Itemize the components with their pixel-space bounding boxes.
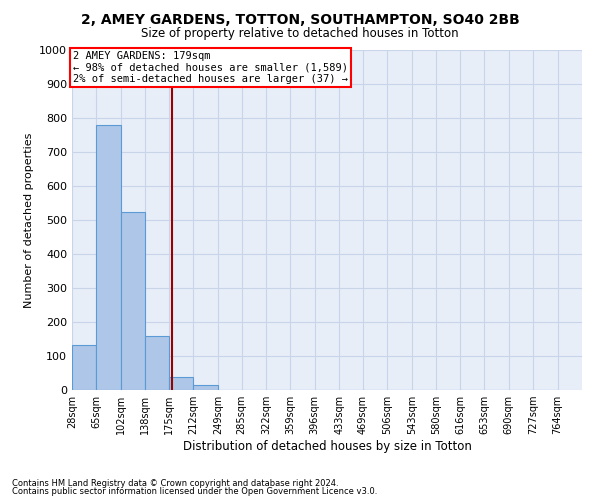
Text: Contains public sector information licensed under the Open Government Licence v3: Contains public sector information licen… <box>12 487 377 496</box>
Bar <box>121 212 145 390</box>
Bar <box>169 377 193 390</box>
Text: 2 AMEY GARDENS: 179sqm
← 98% of detached houses are smaller (1,589)
2% of semi-d: 2 AMEY GARDENS: 179sqm ← 98% of detached… <box>73 50 349 84</box>
Bar <box>72 345 97 390</box>
X-axis label: Distribution of detached houses by size in Totton: Distribution of detached houses by size … <box>182 440 472 453</box>
Text: Contains HM Land Registry data © Crown copyright and database right 2024.: Contains HM Land Registry data © Crown c… <box>12 478 338 488</box>
Bar <box>97 126 121 390</box>
Bar <box>145 336 169 390</box>
Y-axis label: Number of detached properties: Number of detached properties <box>23 132 34 308</box>
Bar <box>193 385 218 390</box>
Text: Size of property relative to detached houses in Totton: Size of property relative to detached ho… <box>141 28 459 40</box>
Text: 2, AMEY GARDENS, TOTTON, SOUTHAMPTON, SO40 2BB: 2, AMEY GARDENS, TOTTON, SOUTHAMPTON, SO… <box>80 12 520 26</box>
